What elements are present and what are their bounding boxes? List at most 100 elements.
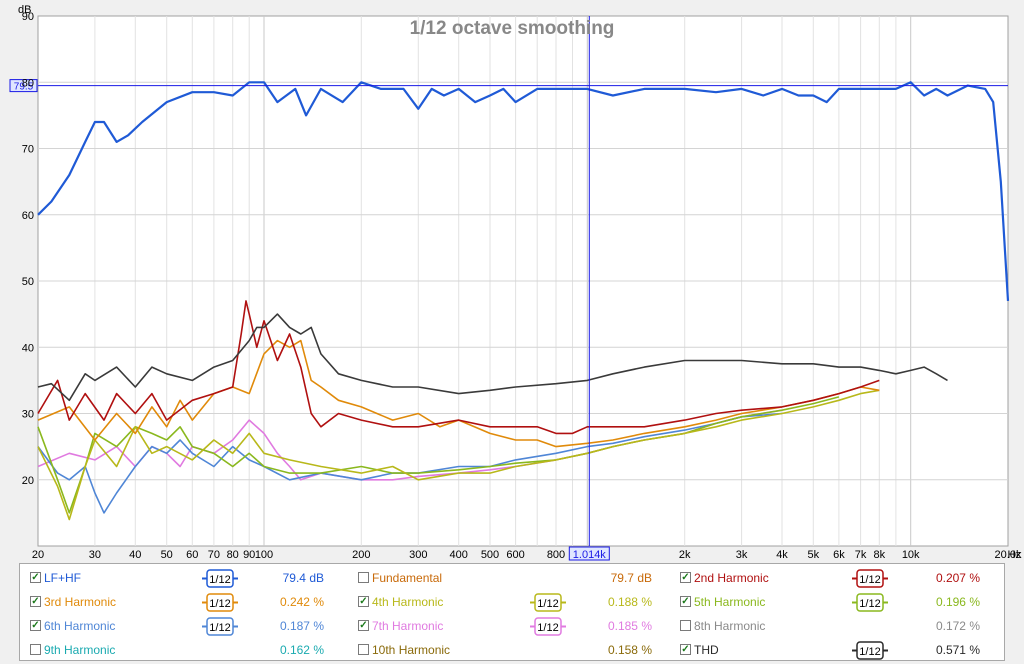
- legend-label: 7th Harmonic: [372, 619, 444, 633]
- grid-lines: [38, 16, 1008, 546]
- y-tick-label: 60: [22, 210, 34, 222]
- frequency-response-chart[interactable]: 79.5 1.014k 90 80 70 60 50 40 30 20 20 30 40 50 60 70…: [0, 0, 1024, 562]
- x-tick-label: 70: [208, 549, 220, 561]
- y-unit-label: dB: [18, 4, 31, 16]
- legend-label: 5th Harmonic: [694, 595, 766, 609]
- legend-label: 4th Harmonic: [372, 595, 444, 609]
- x-tick-label: 100: [255, 549, 273, 561]
- x-tick-label: 7k: [855, 549, 867, 561]
- legend-label: 10th Harmonic: [372, 643, 451, 657]
- x-tick-label: 200: [352, 549, 370, 561]
- x-tick-label: 40: [129, 549, 141, 561]
- legend-item: ✓ 2nd Harmonic 1/12 0.207 %: [678, 567, 988, 591]
- x-tick-label: 10k: [902, 549, 920, 561]
- x-tick-label: 30: [89, 549, 101, 561]
- svg-text:1/12: 1/12: [537, 622, 558, 634]
- x-tick-label: 2k: [679, 549, 691, 561]
- smoothing-icon[interactable]: 1/12: [530, 593, 566, 612]
- checkbox-6th-harmonic[interactable]: ✓: [30, 620, 41, 631]
- legend-value: 79.4 dB: [282, 571, 324, 585]
- series-line-6th-harmonic: [37, 412, 783, 514]
- x-tick-label: 50: [161, 549, 173, 561]
- checkbox-7th-harmonic[interactable]: ✓: [358, 620, 369, 631]
- legend-label: 9th Harmonic: [44, 643, 116, 657]
- legend-label: THD: [694, 643, 719, 657]
- legend-item: ✓ 7th Harmonic 1/12 0.185 %: [356, 615, 666, 639]
- series-line-2nd-harmonic: [37, 300, 880, 435]
- legend-value: 0.158 %: [607, 643, 652, 657]
- legend-item: ✓ 6th Harmonic 1/12 0.187 %: [28, 615, 338, 639]
- legend-value: 0.207 %: [935, 571, 980, 585]
- x-tick-label: 4k: [776, 549, 788, 561]
- legend-item: ✓ 4th Harmonic 1/12 0.188 %: [356, 591, 666, 615]
- checkbox-8th-harmonic[interactable]: [680, 620, 691, 631]
- legend-item: 9th Harmonic 0.162 %: [28, 639, 338, 663]
- series-line-3rd-harmonic: [37, 339, 880, 448]
- x-tick-label: 500: [481, 549, 499, 561]
- smoothing-icon[interactable]: 1/12: [202, 593, 238, 612]
- y-tick-label: 40: [22, 342, 34, 354]
- smoothing-icon[interactable]: 1/12: [202, 569, 238, 588]
- cursor-x-box: [568, 546, 610, 561]
- checkbox-fundamental[interactable]: [358, 572, 369, 583]
- y-axis: 90 80 70 60 50 40 30 20: [22, 11, 34, 487]
- legend-value: 0.196 %: [935, 595, 980, 609]
- smoothing-icon[interactable]: 1/12: [530, 617, 566, 636]
- x-tick-label: 400: [450, 549, 468, 561]
- svg-text:1/12: 1/12: [537, 598, 558, 610]
- smoothing-icon[interactable]: 1/12: [852, 593, 888, 612]
- checkbox-thd[interactable]: ✓: [680, 644, 691, 655]
- x-tick-label: 60: [186, 549, 198, 561]
- legend-panel: ✓ LF+HF 1/12 79.4 dB Fundamental 79.7 dB ✓ 2nd …: [19, 563, 1005, 661]
- legend-label: Fundamental: [372, 571, 443, 585]
- cursor-y-label: 79.5: [14, 82, 34, 93]
- checkbox-9th-harmonic[interactable]: [30, 644, 41, 655]
- x-axis: 20 30 40 50 60 70 80 90 100 200 300 400 500 600 800 2k 3…: [32, 549, 1022, 561]
- series-lines: [37, 81, 1010, 521]
- svg-text:1/12: 1/12: [209, 598, 230, 610]
- checkbox-5th-harmonic[interactable]: ✓: [680, 596, 691, 607]
- checkbox-4th-harmonic[interactable]: ✓: [358, 596, 369, 607]
- cursor-x-label: 1.014k: [573, 549, 607, 561]
- checkbox-lf-hf[interactable]: ✓: [30, 572, 41, 583]
- legend-value: 0.242 %: [279, 595, 324, 609]
- legend-value: 79.7 dB: [610, 571, 652, 585]
- chart-title: 1/12 octave smoothing: [410, 18, 615, 39]
- svg-text:1/12: 1/12: [859, 574, 880, 586]
- smoothing-icon[interactable]: 1/12: [852, 569, 888, 588]
- legend-row: ✓ LF+HF 1/12 79.4 dB Fundamental 79.7 dB ✓ 2nd …: [20, 567, 1004, 591]
- svg-text:1/12: 1/12: [209, 574, 230, 586]
- cursor[interactable]: 79.5 1.014k: [9, 16, 1008, 561]
- legend-value: 0.188 %: [607, 595, 652, 609]
- checkbox-10th-harmonic[interactable]: [358, 644, 369, 655]
- x-tick-label: 20.0k: [995, 549, 1022, 561]
- legend-label: LF+HF: [44, 571, 82, 585]
- series-line-thd: [37, 313, 948, 402]
- x-unit-label: Hz: [1008, 549, 1021, 561]
- legend-label: 3rd Harmonic: [44, 595, 117, 609]
- legend-value: 0.172 %: [935, 619, 980, 633]
- checkbox-3rd-harmonic[interactable]: ✓: [30, 596, 41, 607]
- legend-item: ✓ 5th Harmonic 1/12 0.196 %: [678, 591, 988, 615]
- svg-text:1/12: 1/12: [859, 598, 880, 610]
- legend-item: ✓ LF+HF 1/12 79.4 dB: [28, 567, 338, 591]
- x-tick-label: 5k: [807, 549, 819, 561]
- x-tick-label: 6k: [833, 549, 845, 561]
- cursor-y-box: [9, 79, 38, 93]
- legend-row: 9th Harmonic 0.162 % 10th Harmonic 0.158 % ✓…: [20, 639, 1004, 663]
- legend-item: ✓ 3rd Harmonic 1/12 0.242 %: [28, 591, 338, 615]
- x-tick-label: 80: [227, 549, 239, 561]
- x-tick-label: 3k: [736, 549, 748, 561]
- y-tick-label: 30: [22, 409, 34, 421]
- checkbox-2nd-harmonic[interactable]: ✓: [680, 572, 691, 583]
- x-tick-label: 300: [409, 549, 427, 561]
- x-tick-label: 20: [32, 549, 44, 561]
- legend-value: 0.185 %: [607, 619, 652, 633]
- series-line-lf-hf: [37, 81, 1010, 301]
- smoothing-icon[interactable]: 1/12: [852, 641, 888, 660]
- series-line-4th-harmonic: [37, 389, 880, 521]
- legend-row: ✓ 3rd Harmonic 1/12 0.242 % ✓ 4th Harmonic 1/1…: [20, 591, 1004, 615]
- legend-row: ✓ 6th Harmonic 1/12 0.187 % ✓ 7th Harmonic 1/1…: [20, 615, 1004, 639]
- y-tick-label: 50: [22, 276, 34, 288]
- smoothing-icon[interactable]: 1/12: [202, 617, 238, 636]
